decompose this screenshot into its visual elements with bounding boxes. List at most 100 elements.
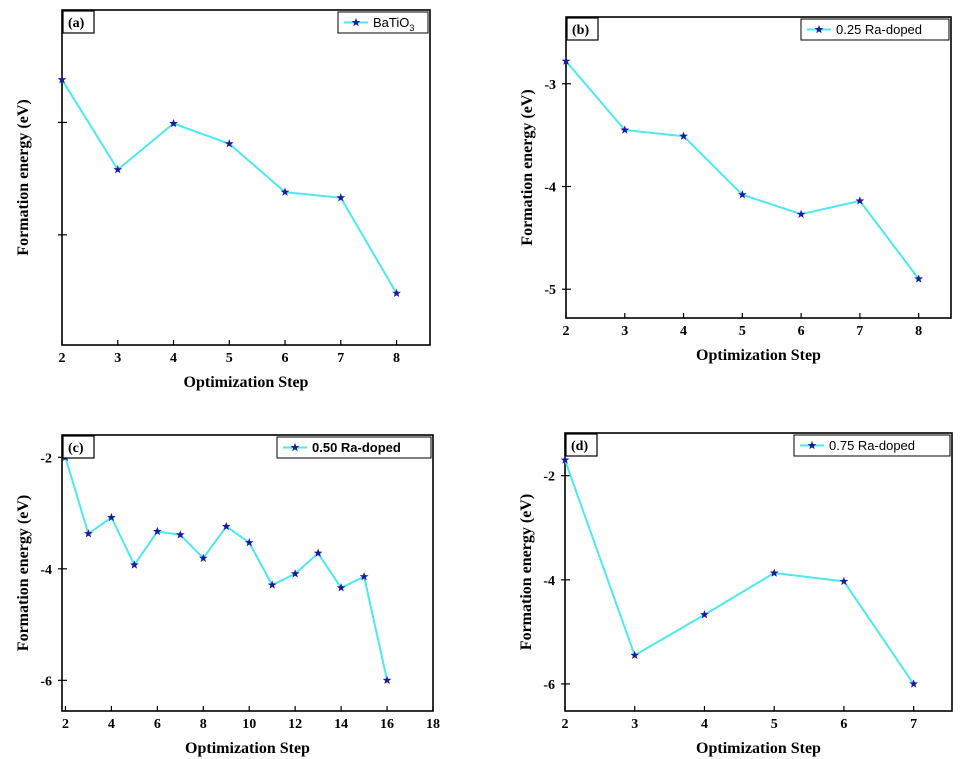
legend-box bbox=[800, 18, 950, 41]
x-tick-label: 3 bbox=[631, 717, 638, 732]
x-tick-label: 7 bbox=[910, 717, 917, 732]
x-axis-title: Optimization Step bbox=[696, 347, 821, 364]
x-tick-label: 6 bbox=[154, 717, 161, 732]
legend-label: 0.25 Ra-doped bbox=[836, 22, 922, 37]
panel-label: (a) bbox=[68, 16, 85, 31]
x-tick-label: 8 bbox=[915, 324, 922, 339]
legend-marker bbox=[351, 17, 361, 27]
series-line bbox=[64, 457, 389, 681]
x-tick-label: 2 bbox=[562, 717, 569, 732]
data-point bbox=[679, 131, 688, 140]
data-point bbox=[630, 650, 640, 660]
data-point bbox=[700, 610, 709, 619]
data-point bbox=[198, 553, 208, 562]
plot-frame bbox=[565, 16, 952, 319]
data-point bbox=[561, 56, 571, 65]
panel-label: (b) bbox=[572, 23, 589, 38]
x-tick-label: 7 bbox=[856, 324, 863, 339]
x-tick-label: 6 bbox=[798, 324, 805, 339]
x-tick-label: 2 bbox=[563, 324, 570, 339]
data-point bbox=[914, 274, 924, 283]
legend-marker bbox=[814, 24, 824, 34]
data-point bbox=[909, 679, 919, 688]
data-point bbox=[280, 187, 290, 196]
x-tick-label: 3 bbox=[621, 324, 628, 339]
x-axis-title: Optimization Step bbox=[184, 374, 309, 391]
y-tick-label: -4 bbox=[40, 563, 52, 578]
x-axis-title: Optimization Step bbox=[696, 740, 821, 757]
legend-box bbox=[793, 434, 951, 457]
x-axis-title: Optimization Step bbox=[185, 740, 310, 757]
y-tick-label: -3 bbox=[544, 78, 556, 93]
chart-panel-4: 2 3 4 5 6 7 -2 -4 -6 Optimization Step Formation e… bbox=[518, 432, 953, 757]
data-point bbox=[129, 560, 139, 569]
x-tick-label: 4 bbox=[680, 324, 687, 339]
legend-box bbox=[276, 436, 432, 459]
x-tick-label: 5 bbox=[739, 324, 746, 339]
x-tick-label: 2 bbox=[59, 351, 66, 366]
panel-label: (d) bbox=[571, 439, 588, 454]
data-point bbox=[290, 569, 300, 578]
data-point bbox=[855, 196, 865, 205]
chart-panel-3: 2 4 6 8 10 12 14 16 18 -2 -4 -6 Optimization Step For… bbox=[15, 434, 440, 757]
series-line bbox=[61, 79, 398, 294]
plot-frame bbox=[61, 9, 431, 346]
data-point bbox=[113, 165, 123, 174]
data-point bbox=[336, 583, 346, 592]
data-point bbox=[796, 209, 806, 218]
data-point bbox=[382, 675, 392, 685]
x-tick-label: 16 bbox=[380, 717, 394, 732]
legend-label: 0.50 Ra-doped bbox=[312, 440, 401, 455]
y-axis-title: Formation energy (eV) bbox=[15, 495, 32, 651]
x-tick-label: 4 bbox=[701, 717, 708, 732]
x-tick-label: 3 bbox=[114, 351, 121, 366]
panel-label-box bbox=[62, 10, 95, 34]
legend-marker bbox=[290, 442, 300, 452]
panel-label-box bbox=[565, 433, 598, 457]
x-tick-label: 6 bbox=[840, 717, 847, 732]
data-point bbox=[57, 75, 67, 84]
panel-label: (c) bbox=[68, 441, 84, 456]
series-line bbox=[564, 459, 915, 685]
y-tick-label: -2 bbox=[543, 470, 555, 485]
chart-panel-2: 2 3 4 5 6 7 8 -3 -4 -5 Optimization Step Formation … bbox=[519, 16, 952, 364]
data-point bbox=[267, 580, 277, 589]
x-tick-label: 4 bbox=[108, 717, 115, 732]
chart-panel-1: 2 3 4 5 6 7 8 Optimization Step Formation energy… bbox=[15, 9, 431, 391]
x-tick-label: 12 bbox=[288, 717, 302, 732]
x-tick-label: 8 bbox=[393, 351, 400, 366]
data-point bbox=[152, 526, 162, 536]
x-tick-label: 18 bbox=[426, 717, 440, 732]
y-tick-label: -4 bbox=[544, 181, 556, 196]
x-tick-label: 8 bbox=[200, 717, 207, 732]
data-point bbox=[175, 530, 185, 539]
y-axis-title: Formation energy (eV) bbox=[518, 494, 535, 650]
y-axis-title: Formation energy (eV) bbox=[519, 89, 536, 245]
legend-marker bbox=[807, 440, 817, 450]
x-tick-label: 5 bbox=[226, 351, 233, 366]
panel-label-box bbox=[62, 435, 95, 459]
x-tick-label: 14 bbox=[334, 717, 348, 732]
data-point bbox=[224, 139, 234, 148]
data-point bbox=[560, 455, 570, 464]
y-tick-label: -2 bbox=[40, 451, 52, 466]
x-tick-label: 6 bbox=[282, 351, 289, 366]
y-tick-label: -6 bbox=[40, 674, 52, 689]
data-point bbox=[244, 538, 254, 547]
data-point bbox=[769, 568, 779, 577]
legend-label: 0.75 Ra-doped bbox=[829, 438, 915, 453]
data-point bbox=[392, 288, 401, 298]
data-point bbox=[620, 125, 630, 134]
x-tick-label: 2 bbox=[62, 717, 69, 732]
data-point bbox=[336, 193, 346, 202]
data-point bbox=[313, 548, 323, 557]
x-tick-label: 7 bbox=[337, 351, 344, 366]
data-point bbox=[839, 576, 849, 586]
plot-frame bbox=[564, 432, 953, 712]
data-point bbox=[169, 118, 178, 128]
y-tick-label: -6 bbox=[543, 678, 555, 693]
data-point bbox=[359, 572, 369, 581]
legend-box bbox=[337, 11, 429, 34]
data-point bbox=[107, 512, 116, 522]
